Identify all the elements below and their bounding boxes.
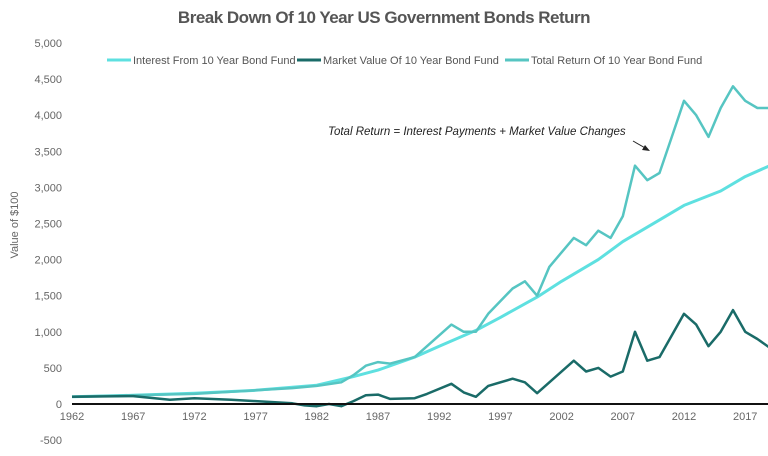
- chart-title: Break Down Of 10 Year US Government Bond…: [177, 8, 591, 27]
- annotation-arrow: [632, 140, 650, 151]
- x-tick-label: 2007: [611, 411, 635, 423]
- y-tick-label: 3,500: [34, 146, 62, 158]
- x-tick-label: 1962: [60, 411, 84, 423]
- x-tick-label: 1977: [243, 411, 267, 423]
- y-tick-label: 4,500: [34, 74, 62, 86]
- series-line-1: [71, 164, 768, 399]
- annotation-text: Total Return = Interest Payments + Marke…: [328, 126, 626, 138]
- y-axis-ticks: -500 0 500 1,000 1,500 2,000 2,500 3,000 3,500 4,…: [34, 38, 62, 447]
- series-line-3: [71, 85, 768, 399]
- x-tick-label: 1967: [121, 411, 145, 423]
- y-tick-label: 500: [44, 363, 62, 375]
- legend-item: Total Return Of 10 Year Bond Fund: [531, 55, 702, 67]
- y-tick-label: -500: [40, 435, 62, 447]
- x-tick-label: 2012: [672, 411, 696, 423]
- y-tick-label: 3,000: [34, 182, 62, 194]
- x-axis-ticks: 1962 1967 1972 1977 1982 1987 1992 1997 2002 2007…: [60, 411, 758, 423]
- y-tick-label: 2,500: [34, 219, 62, 231]
- legend: Interest From 10 Year Bond Fund Market Va…: [107, 55, 702, 67]
- x-tick-label: 1997: [488, 411, 512, 423]
- y-axis-label: Value of $100: [9, 191, 21, 258]
- y-tick-label: 1,000: [34, 327, 62, 339]
- series-lines: [71, 85, 768, 408]
- y-tick-label: 1,500: [34, 291, 62, 303]
- y-tick-label: 0: [56, 399, 62, 411]
- x-tick-label: 1982: [305, 411, 329, 423]
- x-tick-label: 1972: [182, 411, 206, 423]
- y-tick-label: 2,000: [34, 255, 62, 267]
- legend-item: Interest From 10 Year Bond Fund: [133, 55, 296, 67]
- series-line-2: [71, 308, 768, 408]
- x-tick-label: 2002: [549, 411, 573, 423]
- y-tick-label: 4,000: [34, 110, 62, 122]
- y-tick-label: 5,000: [34, 38, 62, 50]
- x-tick-label: 1987: [366, 411, 390, 423]
- x-tick-label: 1992: [427, 411, 451, 423]
- x-tick-label: 2017: [733, 411, 757, 423]
- legend-item: Market Value Of 10 Year Bond Fund: [323, 55, 499, 67]
